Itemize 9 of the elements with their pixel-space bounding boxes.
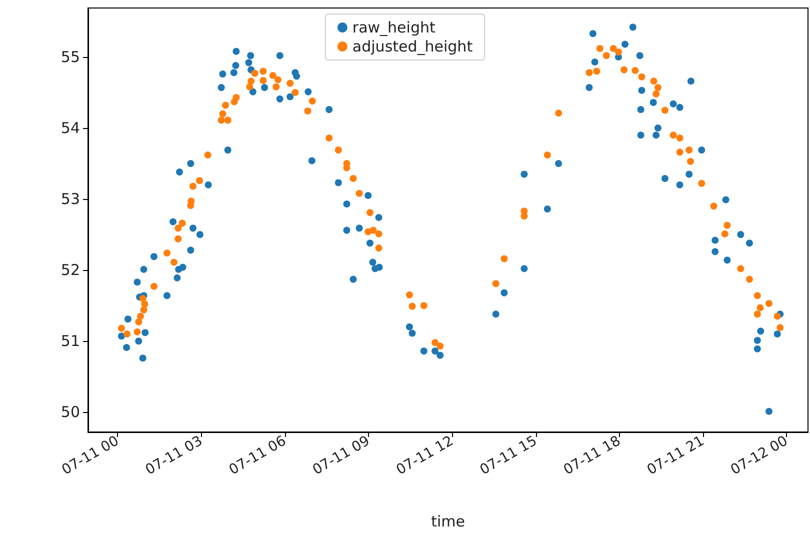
y-tick-label: 52 (60, 261, 80, 280)
legend-label: raw_height (352, 18, 436, 36)
legend-label: adjusted_height (352, 38, 473, 56)
y-tick-label: 53 (60, 190, 80, 208)
y-tick-label: 54 (60, 119, 80, 138)
y-tick-label: 50 (60, 403, 80, 422)
x-axis-title: time (431, 512, 465, 530)
y-tick-label: 55 (60, 48, 80, 66)
y-tick-label: 51 (60, 332, 80, 350)
